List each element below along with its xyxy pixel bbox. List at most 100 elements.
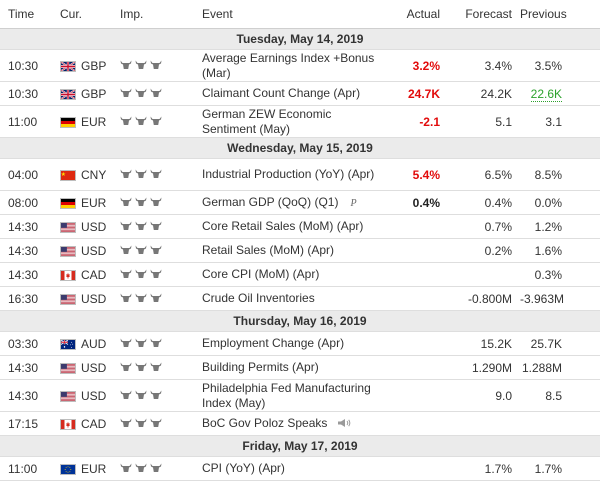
currency-cell: EUR: [58, 105, 120, 138]
event-cell[interactable]: BoC Gov Poloz Speaks: [202, 411, 380, 436]
forecast-cell: 3.4%: [448, 49, 520, 82]
previous-cell: 8.5%: [520, 158, 600, 191]
event-name-link[interactable]: Core CPI (MoM) (Apr): [202, 267, 320, 281]
col-forecast-header[interactable]: Forecast: [448, 0, 520, 29]
calendar-body: Tuesday, May 14, 2019 10:30 GBP Average Ear…: [0, 28, 600, 481]
bull-icon: [150, 293, 162, 303]
importance-rating: [120, 221, 162, 231]
forecast-value: 0.4%: [484, 195, 512, 210]
event-row[interactable]: 11:00 EUR CPI (YoY) (Apr) 1.7% 1.7%: [0, 456, 600, 481]
importance-cell: [120, 49, 202, 82]
preliminary-icon: P: [350, 198, 357, 209]
event-cell[interactable]: Retail Sales (MoM) (Apr): [202, 238, 380, 263]
event-row[interactable]: 14:30 USD Retail Sales (MoM) (Apr) 0.2% 1.6%: [0, 238, 600, 263]
importance-cell: [120, 81, 202, 106]
event-cell[interactable]: Core Retail Sales (MoM) (Apr): [202, 214, 380, 239]
event-row[interactable]: 14:30 USD Philadelphia Fed Manufacturing I…: [0, 379, 600, 412]
event-name-link[interactable]: Claimant Count Change (Apr): [202, 86, 361, 100]
event-name-link[interactable]: Industrial Production (YoY) (Apr): [202, 167, 375, 181]
event-name-link[interactable]: German GDP (QoQ) (Q1): [202, 195, 339, 209]
col-currency-header[interactable]: Cur.: [58, 0, 120, 29]
event-row[interactable]: 04:00 CNY Industrial Production (YoY) (Apr…: [0, 158, 600, 191]
currency-cell: CAD: [58, 262, 120, 287]
event-cell[interactable]: Core CPI (MoM) (Apr): [202, 262, 380, 287]
event-row[interactable]: 16:30 USD Crude Oil Inventories -0.800M -3.9…: [0, 286, 600, 311]
previous-value: 3.5%: [534, 58, 562, 73]
bull-icon: [120, 463, 132, 473]
event-row[interactable]: 14:30 USD Core Retail Sales (MoM) (Apr) 0.7…: [0, 214, 600, 239]
event-name-link[interactable]: Crude Oil Inventories: [202, 291, 315, 305]
currency-code: EUR: [81, 114, 107, 129]
previous-cell: 0.0%: [520, 190, 600, 215]
time-cell: 03:30: [0, 331, 58, 356]
event-cell[interactable]: German ZEW Economic Sentiment (May): [202, 105, 380, 138]
actual-value: 5.4%: [412, 167, 440, 182]
event-row[interactable]: 14:30 USD Building Permits (Apr) 1.290M 1.28…: [0, 355, 600, 380]
event-cell[interactable]: Claimant Count Change (Apr): [202, 81, 380, 106]
col-time-header[interactable]: Time: [0, 0, 58, 29]
importance-cell: [120, 286, 202, 311]
event-name-link[interactable]: BoC Gov Poloz Speaks: [202, 416, 328, 430]
currency-cell: USD: [58, 214, 120, 239]
event-cell[interactable]: Industrial Production (YoY) (Apr): [202, 158, 380, 191]
event-name-link[interactable]: Retail Sales (MoM) (Apr): [202, 243, 335, 257]
actual-cell: -2.1: [380, 105, 448, 138]
event-row[interactable]: 14:30 CAD Core CPI (MoM) (Apr) 0.3%: [0, 262, 600, 287]
importance-cell: [120, 379, 202, 412]
event-row[interactable]: 03:30 AUD Employment Change (Apr) 15.2K 25.7…: [0, 331, 600, 356]
col-actual-header[interactable]: Actual: [380, 0, 448, 29]
bull-icon: [135, 60, 147, 70]
event-name-link[interactable]: Employment Change (Apr): [202, 336, 345, 350]
currency-code: USD: [81, 388, 107, 403]
bull-icon: [150, 116, 162, 126]
event-row[interactable]: 17:15 CAD BoC Gov Poloz Speaks: [0, 411, 600, 436]
previous-cell: [520, 411, 600, 436]
previous-value: 1.7%: [534, 461, 562, 476]
event-name-link[interactable]: Building Permits (Apr): [202, 360, 319, 374]
event-name-link[interactable]: Core Retail Sales (MoM) (Apr): [202, 219, 364, 233]
event-name-link[interactable]: Average Earnings Index +Bonus (Mar): [202, 50, 375, 80]
previous-cell: 1.6%: [520, 238, 600, 263]
day-date: Tuesday, May 14, 2019: [236, 32, 364, 46]
importance-cell: [120, 262, 202, 287]
event-cell[interactable]: Average Earnings Index +Bonus (Mar): [202, 49, 380, 82]
previous-cell: 1.7%: [520, 456, 600, 481]
event-cell[interactable]: Philadelphia Fed Manufacturing Index (Ma…: [202, 379, 380, 412]
bull-icon: [120, 418, 132, 428]
actual-cell: [380, 355, 448, 380]
event-row[interactable]: 10:30 GBP Claimant Count Change (Apr) 24.7K…: [0, 81, 600, 106]
event-cell[interactable]: German GDP (QoQ) (Q1) P: [202, 190, 380, 215]
time-cell: 14:30: [0, 262, 58, 287]
event-cell[interactable]: Crude Oil Inventories: [202, 286, 380, 311]
bull-icon: [135, 116, 147, 126]
event-cell[interactable]: CPI (YoY) (Apr): [202, 456, 380, 481]
event-cell[interactable]: Building Permits (Apr): [202, 355, 380, 380]
importance-cell: [120, 158, 202, 191]
forecast-cell: 15.2K: [448, 331, 520, 356]
currency-code: EUR: [81, 461, 107, 476]
event-row[interactable]: 11:00 EUR German ZEW Economic Sentiment (M…: [0, 105, 600, 138]
us-flag-icon: [60, 362, 76, 374]
day-date: Friday, May 17, 2019: [242, 439, 358, 453]
importance-rating: [120, 418, 162, 428]
col-importance-header[interactable]: Imp.: [120, 0, 202, 29]
us-flag-icon: [60, 293, 76, 305]
event-name-link[interactable]: German ZEW Economic Sentiment (May): [202, 106, 332, 136]
previous-cell: 25.7K: [520, 331, 600, 356]
forecast-cell: 0.7%: [448, 214, 520, 239]
gb-flag-icon: [60, 60, 76, 72]
event-time: 14:30: [8, 267, 39, 282]
event-cell[interactable]: Employment Change (Apr): [202, 331, 380, 356]
event-row[interactable]: 10:30 GBP Average Earnings Index +Bonus (M…: [0, 49, 600, 82]
event-time: 14:30: [8, 243, 39, 258]
col-event-header[interactable]: Event: [202, 0, 380, 29]
event-name-link[interactable]: CPI (YoY) (Apr): [202, 461, 285, 475]
previous-cell: 3.1: [520, 105, 600, 138]
event-row[interactable]: 08:00 EUR German GDP (QoQ) (Q1) P 0.4% 0.4% 0.…: [0, 190, 600, 215]
forecast-value: 1.290M: [471, 360, 512, 375]
importance-cell: [120, 456, 202, 481]
col-previous-header[interactable]: Previous: [520, 0, 600, 29]
bull-icon: [120, 269, 132, 279]
day-header-row: Friday, May 17, 2019: [0, 435, 600, 457]
event-name-link[interactable]: Philadelphia Fed Manufacturing Index (Ma…: [202, 380, 371, 410]
